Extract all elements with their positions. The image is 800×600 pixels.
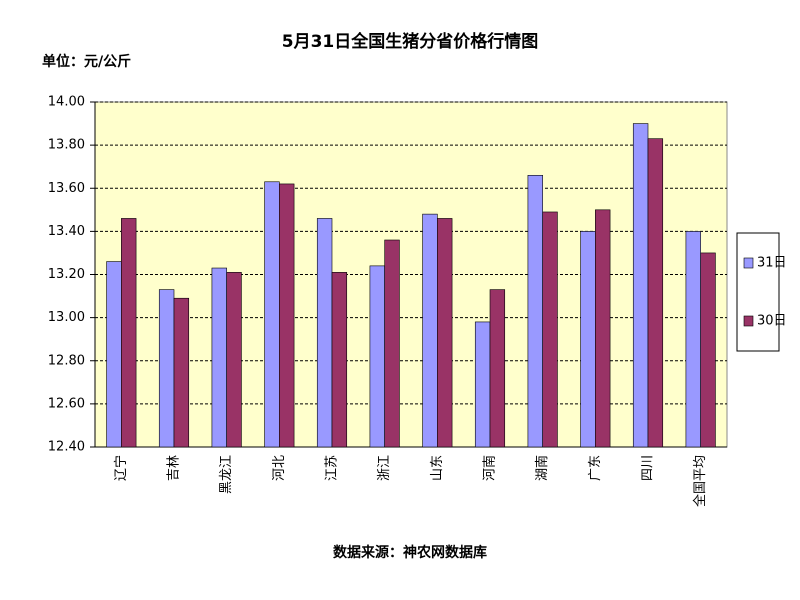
bar [580, 231, 596, 448]
source-note: 数据来源：神农网数据库 [333, 544, 487, 561]
bar [279, 183, 295, 448]
legend-box [736, 232, 780, 352]
bar [542, 211, 558, 448]
bar [474, 321, 491, 448]
bar [437, 218, 453, 448]
bar [316, 218, 333, 448]
bar [226, 272, 242, 448]
bar [106, 261, 122, 448]
x-tick-label: 广东 [588, 455, 603, 481]
y-tick-label: 12.60 [48, 396, 85, 411]
bar [632, 123, 649, 448]
x-tick-label: 河南 [482, 455, 498, 481]
x-tick-label: 河北 [272, 455, 287, 481]
y-tick-label: 13.00 [48, 310, 85, 325]
bar [422, 213, 438, 448]
y-tick-label: 13.80 [48, 138, 85, 153]
bar [264, 181, 280, 448]
y-tick-label: 13.60 [48, 181, 85, 196]
legend-swatch [743, 315, 754, 327]
bar [121, 218, 137, 448]
x-tick-label: 山东 [430, 455, 445, 481]
y-tick-label: 12.40 [48, 440, 85, 455]
bar [700, 252, 716, 448]
bar [647, 138, 664, 448]
y-tick-label: 13.20 [48, 267, 85, 282]
legend-label: 30日 [757, 314, 787, 329]
y-tick-label: 14.00 [48, 95, 85, 110]
bar [158, 289, 175, 448]
x-tick-label: 黑龙江 [219, 455, 234, 494]
bar [489, 289, 506, 448]
y-tick-label: 13.40 [48, 224, 85, 239]
x-tick-label: 浙江 [377, 455, 392, 481]
bar [173, 297, 190, 448]
x-tick-label: 四川 [641, 455, 656, 481]
legend-swatch [743, 257, 754, 269]
chart-title: 5月31日全国生猪分省价格行情图 [282, 31, 539, 52]
x-tick-label: 江苏 [324, 455, 340, 481]
bar [384, 239, 400, 448]
bar [369, 265, 385, 448]
unit-label: 单位：元/公斤 [42, 53, 131, 70]
x-tick-label: 全国平均 [692, 455, 708, 507]
x-tick-label: 吉林 [167, 455, 182, 481]
bar [527, 175, 543, 448]
x-tick-label: 湖南 [534, 455, 550, 481]
bar [685, 231, 701, 448]
legend-label: 31日 [757, 256, 787, 271]
bar [331, 272, 348, 448]
x-tick-label: 辽宁 [113, 455, 129, 481]
bar [211, 267, 227, 448]
bar [595, 209, 611, 448]
y-tick-label: 12.80 [48, 353, 85, 368]
